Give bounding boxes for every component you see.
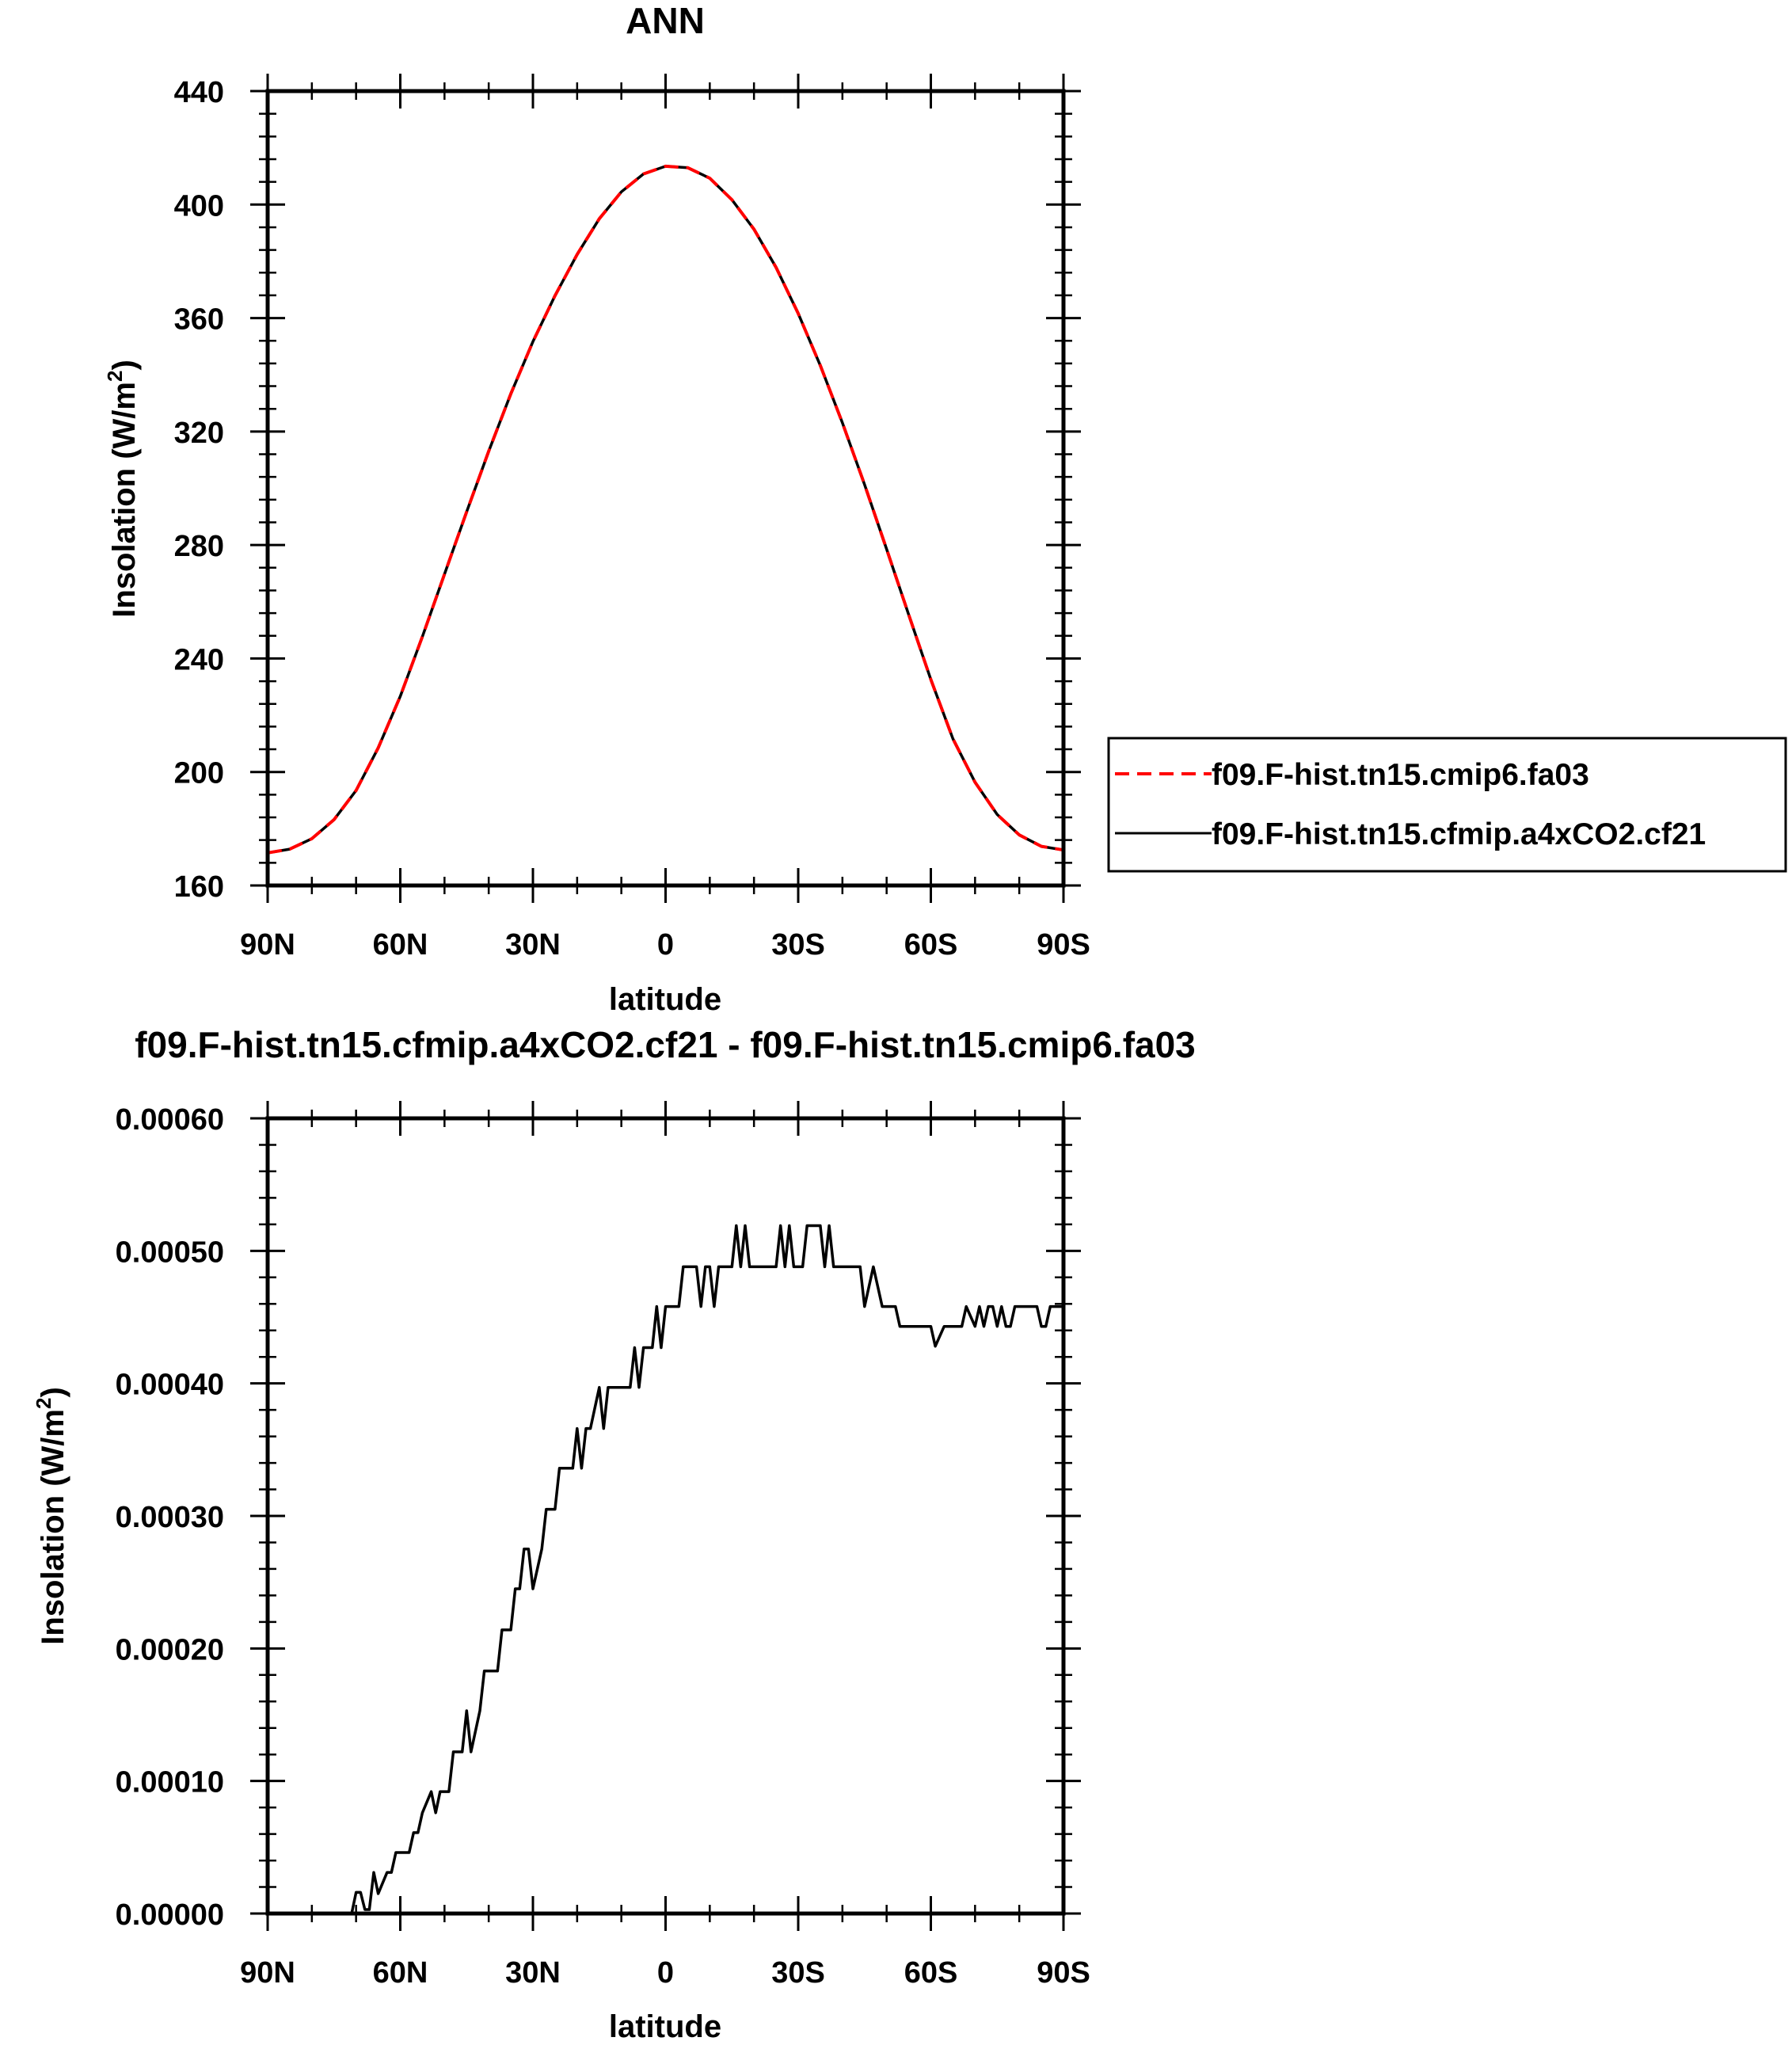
- plot-frame: [265, 1116, 1066, 1916]
- y-tick-label: 400: [174, 189, 224, 223]
- y-axis-label-sup: 2: [103, 371, 127, 382]
- x-tick-label: 90N: [240, 1956, 295, 1990]
- y-tick-label: 0.00040: [116, 1369, 224, 1402]
- y-tick-label: 0.00020: [116, 1633, 224, 1666]
- y-tick-label: 240: [174, 643, 224, 676]
- y-tick-label: 0.00030: [116, 1501, 224, 1534]
- legend-box: [1107, 737, 1787, 873]
- x-tick-label: 0: [657, 1956, 674, 1990]
- x-tick-label: 90S: [1037, 1956, 1090, 1990]
- y-tick-label: 320: [174, 417, 224, 450]
- x-tick-label: 30S: [771, 1956, 825, 1990]
- series-layer: [268, 1224, 1063, 1915]
- y-axis-label-text: Insolation (W/m: [107, 382, 142, 618]
- y-tick-label: 0.00060: [116, 1103, 224, 1137]
- x-tick-label: 30N: [505, 928, 561, 962]
- y-tick-labels: 160 200 240 280 320 360 400 440: [174, 76, 224, 904]
- y-axis-label-sup: 2: [32, 1398, 55, 1409]
- axis-ticks: [250, 1101, 1081, 1931]
- x-tick-label: 60N: [373, 1956, 428, 1990]
- legend-label-fa03: f09.F-hist.tn15.cmip6.fa03: [1212, 758, 1589, 792]
- plot-frame: [265, 89, 1066, 888]
- y-tick-label: 0.00010: [116, 1766, 224, 1799]
- legend-label-cf21: f09.F-hist.tn15.cfmip.a4xCO2.cf21: [1212, 817, 1706, 851]
- y-axis-label-close: ): [36, 1387, 70, 1397]
- x-tick-label: 90S: [1037, 928, 1090, 962]
- y-tick-label: 360: [174, 303, 224, 337]
- y-axis-label-close: ): [107, 360, 142, 370]
- y-tick-label: 0.00050: [116, 1236, 224, 1269]
- y-tick-label: 280: [174, 530, 224, 563]
- x-tick-label: 0: [657, 928, 674, 962]
- y-axis-label: Insolation (W/m2): [32, 1387, 70, 1645]
- x-tick-label: 60S: [904, 1956, 958, 1990]
- panel-difference: f09.F-hist.tn15.cfmip.a4xCO2.cf21 - f09.…: [32, 1024, 1196, 2044]
- y-tick-label: 200: [174, 757, 224, 790]
- series-line-difference: [268, 1224, 1063, 1915]
- x-tick-labels: 90N 60N 30N 0 30S 60S 90S: [240, 928, 1090, 962]
- series-line-cf21: [267, 165, 1064, 855]
- x-tick-label: 30N: [505, 1956, 561, 1990]
- x-tick-label: 60N: [373, 928, 428, 962]
- x-tick-label: 30S: [771, 928, 825, 962]
- chart-title: ANN: [626, 0, 705, 41]
- y-tick-label: 160: [174, 870, 224, 904]
- x-axis-label: latitude: [609, 982, 721, 1017]
- chart-title-difference: f09.F-hist.tn15.cfmip.a4xCO2.cf21 - f09.…: [135, 1024, 1196, 1065]
- y-tick-label: 440: [174, 76, 224, 109]
- x-tick-label: 90N: [240, 928, 295, 962]
- x-axis-label: latitude: [609, 2009, 721, 2044]
- y-tick-labels: 0.00000 0.00010 0.00020 0.00030 0.00040 0.000…: [116, 1103, 224, 1932]
- y-axis-label: Insolation (W/m2): [103, 360, 142, 618]
- legend: f09.F-hist.tn15.cmip6.fa03 f09.F-hist.tn…: [1107, 737, 1787, 873]
- x-tick-label: 60S: [904, 928, 958, 962]
- series-line-fa03: [267, 164, 1064, 855]
- x-tick-labels: 90N 60N 30N 0 30S 60S 90S: [240, 1956, 1090, 1990]
- series-layer: [267, 164, 1064, 855]
- axis-ticks: [250, 74, 1081, 903]
- panel-ann: ANN 160 200 240 280 320 360 400 440 90N 60N 30N 0 3…: [103, 0, 1787, 1017]
- y-axis-label-text: Insolation (W/m: [36, 1409, 70, 1645]
- y-tick-label: 0.00000: [116, 1898, 224, 1932]
